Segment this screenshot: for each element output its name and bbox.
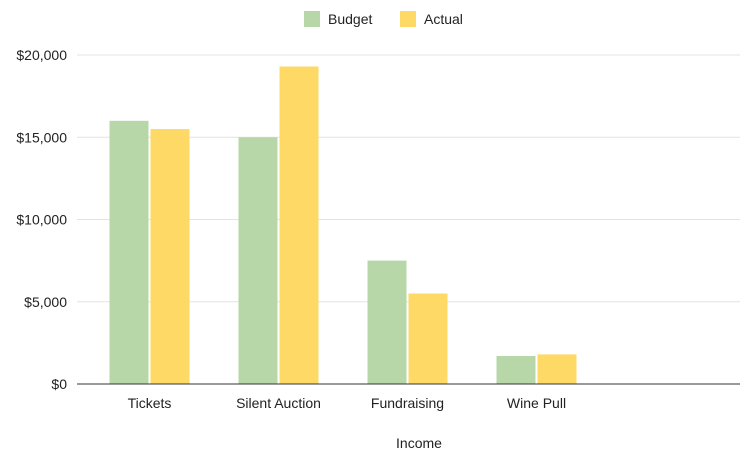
x-tick-label: Fundraising [371, 395, 444, 411]
bar-actual-tickets [150, 129, 190, 384]
x-tick-label: Wine Pull [507, 395, 566, 411]
bars [109, 66, 577, 385]
x-tick-label: Silent Auction [236, 395, 321, 411]
bar-actual-fundraising [408, 293, 448, 384]
y-tick-label: $20,000 [16, 47, 67, 63]
bar-budget-wine-pull [496, 356, 536, 384]
legend-swatch-actual [400, 11, 416, 27]
legend-swatch-budget [304, 11, 320, 27]
x-axis-title: Income [396, 435, 442, 451]
bar-actual-silent-auction [279, 66, 319, 384]
legend: Budget Actual [304, 11, 463, 27]
legend-label-actual: Actual [424, 11, 463, 27]
bar-actual-wine-pull [537, 354, 577, 384]
bar-budget-fundraising [367, 260, 407, 384]
y-tick-label: $10,000 [16, 212, 67, 228]
bar-budget-tickets [109, 120, 149, 385]
y-tick-label: $0 [51, 376, 67, 392]
legend-label-budget: Budget [328, 11, 372, 27]
x-axis-ticks: Tickets Silent Auction Fundraising Wine Pul… [128, 395, 566, 411]
bar-budget-silent-auction [238, 137, 278, 384]
y-tick-label: $15,000 [16, 129, 67, 145]
y-axis-ticks: $0 $5,000 $10,000 $15,000 $20,000 [16, 47, 67, 392]
x-tick-label: Tickets [128, 395, 172, 411]
y-tick-label: $5,000 [24, 294, 67, 310]
